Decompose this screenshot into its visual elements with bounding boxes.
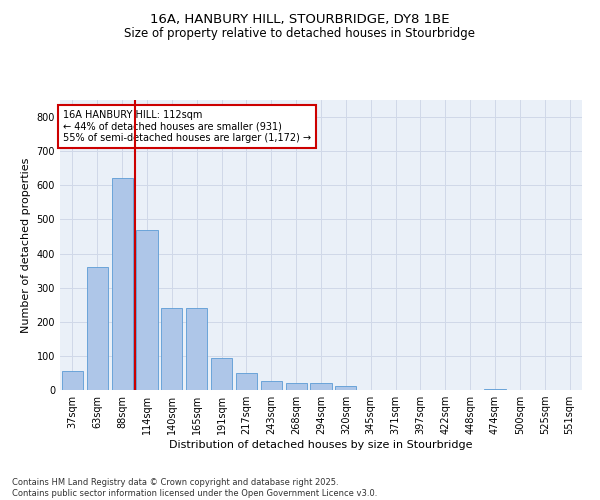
Y-axis label: Number of detached properties: Number of detached properties [21,158,31,332]
Bar [136,230,158,390]
Text: 16A HANBURY HILL: 112sqm
← 44% of detached houses are smaller (931)
55% of semi-: 16A HANBURY HILL: 112sqm ← 44% of detach… [62,110,311,144]
Text: Size of property relative to detached houses in Stourbridge: Size of property relative to detached ho… [125,28,476,40]
Bar [335,386,356,390]
Bar [484,389,506,390]
Bar [310,383,332,390]
Bar [161,308,182,390]
Text: Contains HM Land Registry data © Crown copyright and database right 2025.
Contai: Contains HM Land Registry data © Crown c… [12,478,377,498]
Text: 16A, HANBURY HILL, STOURBRIDGE, DY8 1BE: 16A, HANBURY HILL, STOURBRIDGE, DY8 1BE [150,12,450,26]
X-axis label: Distribution of detached houses by size in Stourbridge: Distribution of detached houses by size … [169,440,473,450]
Bar [87,267,108,390]
Bar [211,358,232,390]
Bar [261,382,282,390]
Bar [112,178,133,390]
Bar [186,308,207,390]
Bar [286,383,307,390]
Bar [236,373,257,390]
Bar [62,371,83,390]
